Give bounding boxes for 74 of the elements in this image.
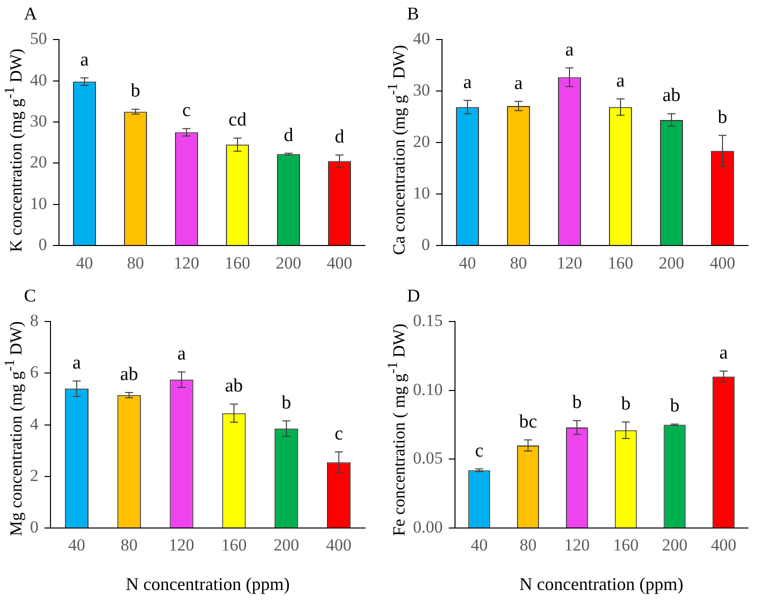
x-tick-label: 200 — [662, 536, 688, 555]
x-axis-title: N concentration (ppm) — [126, 574, 290, 594]
y-tick-label: 0.05 — [413, 448, 443, 468]
x-tick-label: 120 — [564, 536, 590, 555]
x-tick-label: 400 — [710, 253, 736, 272]
y-tick-label: 0.10 — [413, 380, 443, 399]
annotation: d — [334, 126, 345, 148]
annotation: b — [130, 80, 140, 102]
x-tick-label: 80 — [120, 536, 138, 555]
x-tick-label: 40 — [459, 253, 476, 272]
y-tick-label: 0 — [38, 235, 47, 254]
annotation: b — [282, 392, 292, 414]
x-tick-label: 160 — [221, 536, 247, 555]
annotation: ab — [662, 85, 680, 106]
annotation: a — [463, 72, 472, 93]
y-tick-label: 0.00 — [413, 517, 443, 536]
annotation: a — [616, 70, 626, 92]
annotation: b — [718, 106, 728, 128]
y-tick-label: 40 — [413, 29, 430, 48]
chart-title: A — [24, 4, 37, 24]
y-tick-label: 10 — [413, 184, 430, 203]
annotation: bc — [519, 411, 538, 432]
x-tick-label: 160 — [608, 253, 634, 272]
annotation: b — [572, 392, 582, 414]
annotation: c — [334, 423, 344, 444]
x-axis-title: N concentration (ppm) — [519, 574, 684, 594]
x-tick-label: 80 — [520, 536, 537, 555]
y-tick-label: 30 — [413, 80, 430, 100]
annotation: a — [80, 49, 90, 70]
x-tick-label: 40 — [68, 536, 86, 555]
y-tick-label: 6 — [30, 362, 38, 382]
x-tick-label: 400 — [326, 536, 352, 555]
y-tick-label: 30 — [30, 111, 47, 130]
x-tick-label: 80 — [510, 253, 527, 272]
y-tick-label: 8 — [30, 311, 38, 330]
chart-title: B — [407, 4, 420, 24]
x-tick-label: 400 — [326, 253, 352, 272]
x-tick-label: 120 — [556, 253, 582, 272]
y-tick-label: 20 — [413, 132, 430, 152]
annotation: c — [182, 100, 191, 122]
y-tick-label: 0 — [30, 517, 38, 536]
annotation: a — [177, 343, 186, 364]
annotation: a — [719, 342, 728, 364]
x-tick-label: 160 — [613, 536, 639, 555]
x-tick-label: 120 — [174, 253, 200, 272]
annotation: a — [514, 72, 524, 94]
x-tick-label: 40 — [470, 536, 488, 555]
y-tick-label: 0.15 — [413, 311, 443, 330]
x-tick-label: 120 — [168, 536, 194, 555]
annotation: ab — [224, 376, 243, 397]
annotation: ab — [120, 364, 138, 386]
annotation: d — [284, 124, 294, 146]
chart-title: C — [24, 286, 36, 306]
x-tick-label: 200 — [658, 253, 684, 272]
x-tick-label: 200 — [274, 536, 300, 555]
y-tick-label: 2 — [30, 466, 38, 485]
x-tick-label: 80 — [127, 253, 144, 272]
y-tick-label: 40 — [30, 70, 47, 90]
y-tick-label: 10 — [30, 194, 47, 213]
annotation: b — [621, 394, 631, 415]
annotation: b — [670, 396, 680, 417]
chart-title: D — [407, 286, 420, 306]
annotation: a — [72, 352, 82, 374]
x-tick-label: 40 — [76, 253, 93, 272]
annotation: a — [565, 39, 574, 60]
annotation: c — [474, 440, 484, 462]
x-tick-label: 400 — [710, 536, 736, 555]
annotation: cd — [228, 110, 247, 131]
y-tick-label: 0 — [422, 235, 430, 254]
x-tick-label: 200 — [276, 253, 302, 272]
y-tick-label: 4 — [30, 414, 39, 434]
y-tick-label: 20 — [30, 152, 47, 172]
x-tick-label: 160 — [224, 253, 250, 272]
y-tick-label: 50 — [30, 29, 47, 48]
